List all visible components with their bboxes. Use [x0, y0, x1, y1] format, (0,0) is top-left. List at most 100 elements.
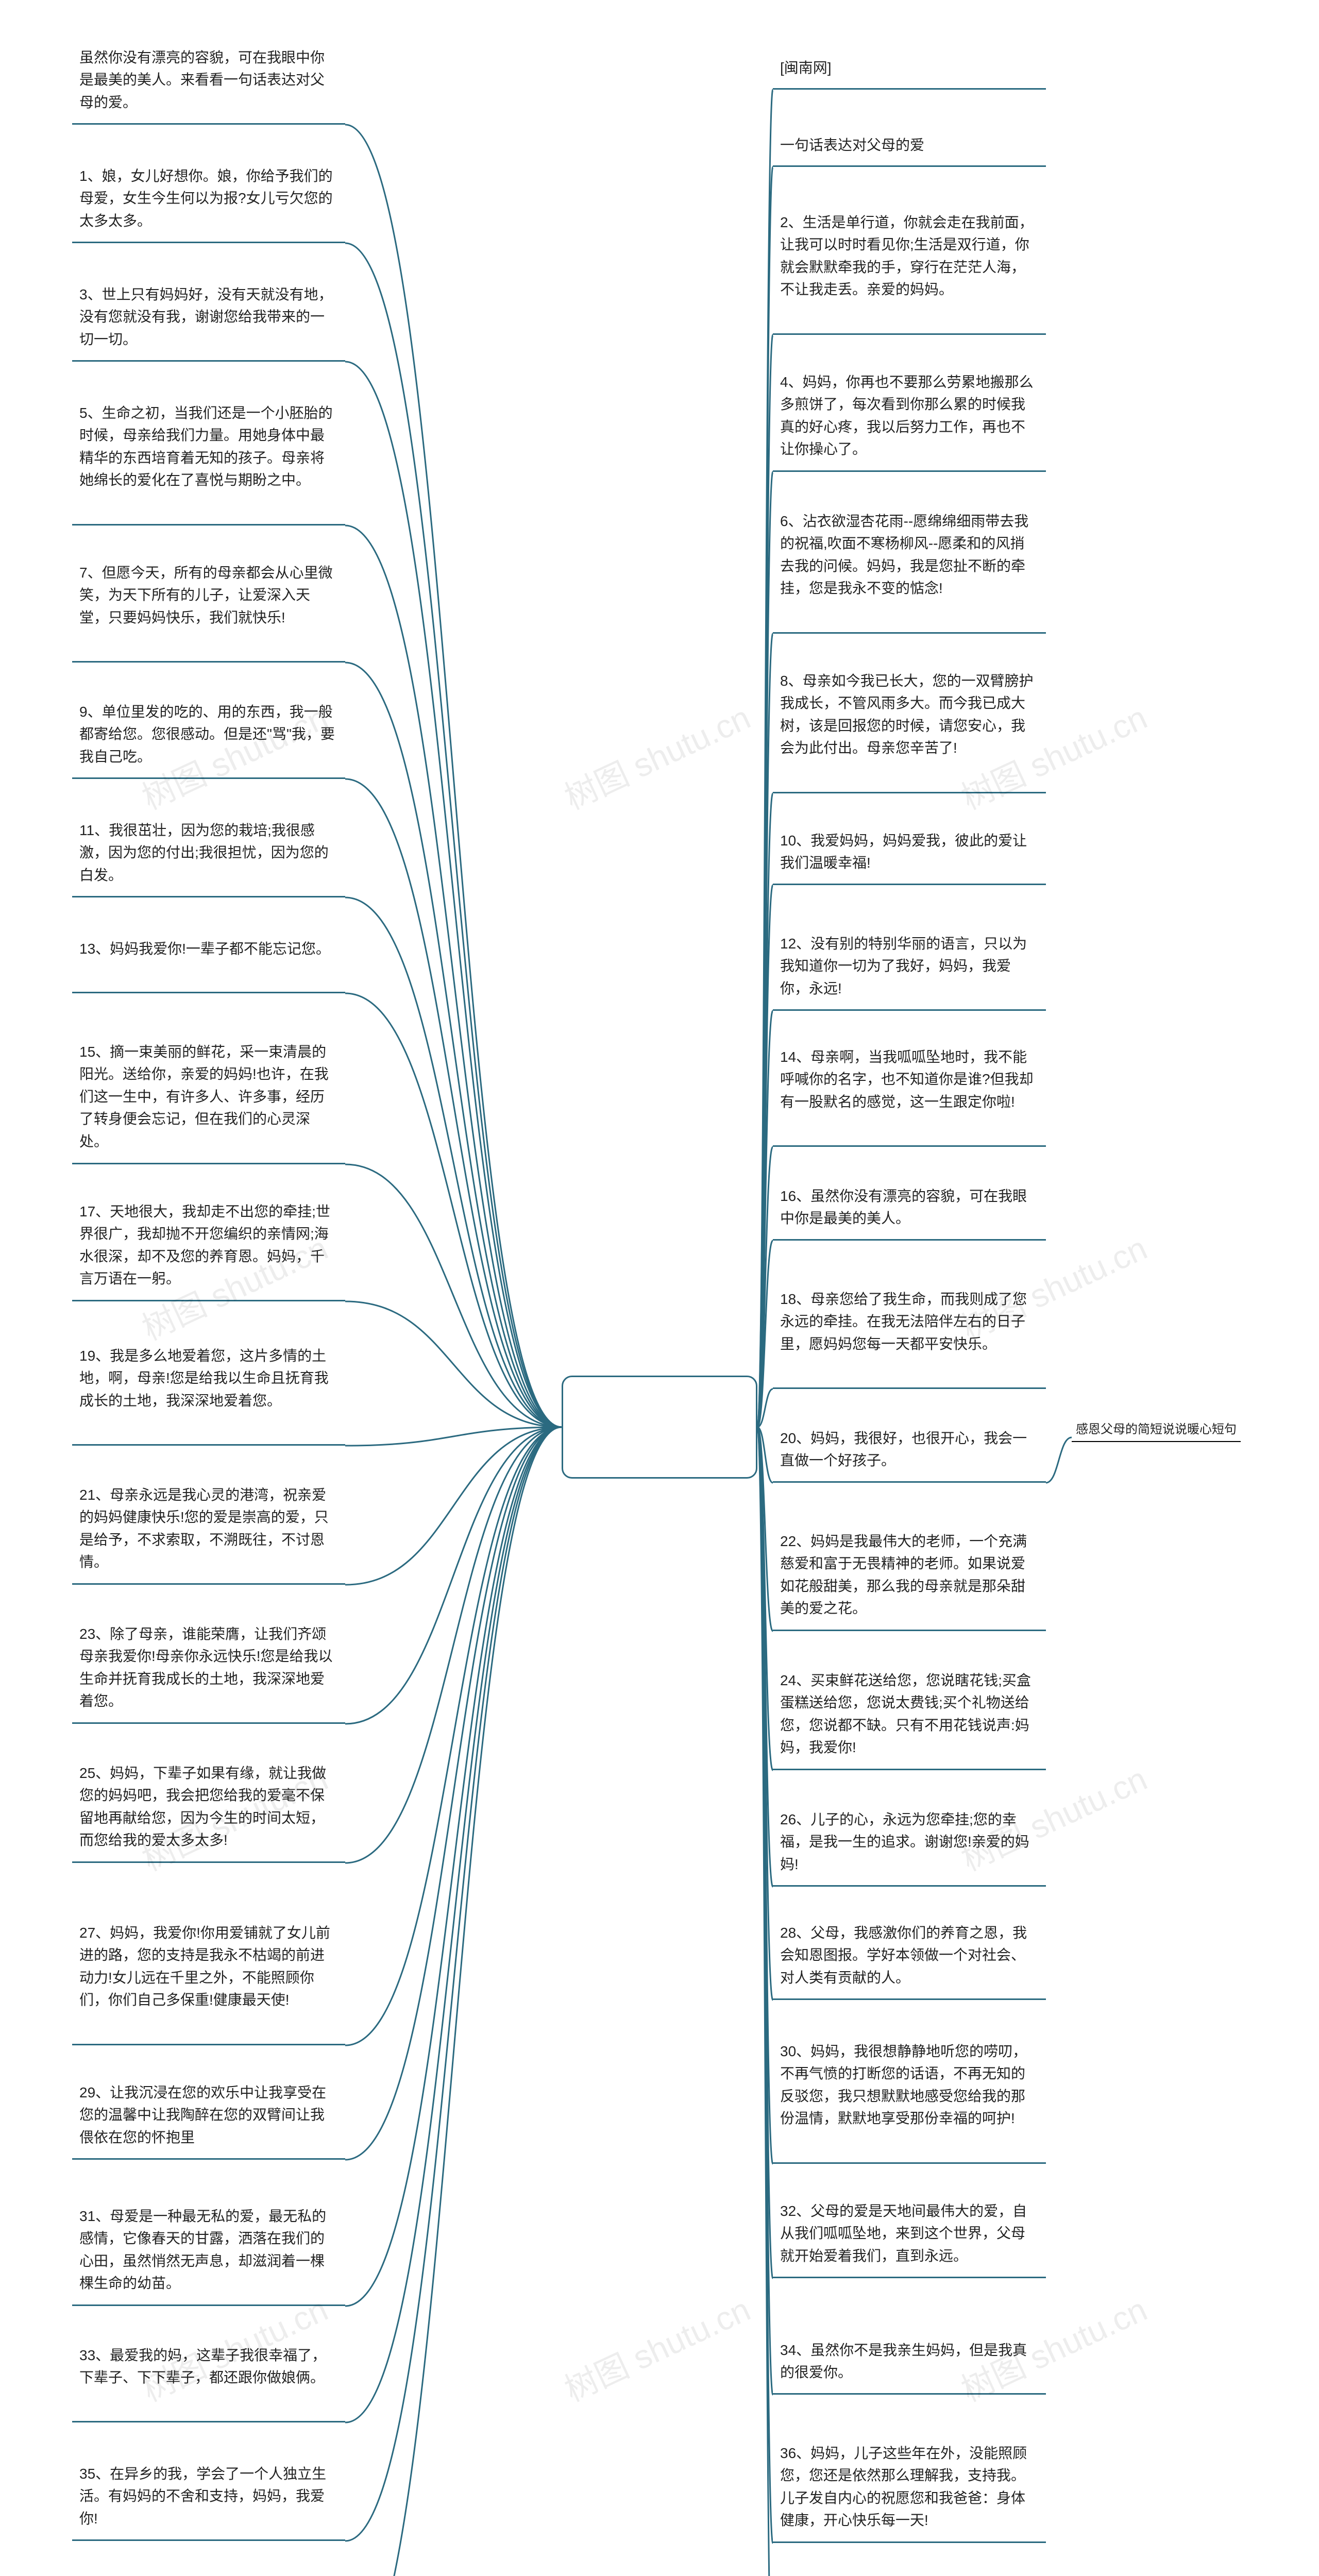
- mindmap-node: 4、妈妈，你再也不要那么劳累地搬那么多煎饼了，每次看到你那么累的时候我真的好心疼…: [773, 366, 1046, 472]
- mindmap-node: 30、妈妈，我很想静静地听您的唠叨，不再气愤的打断您的话语，不再无知的反驳您，我…: [773, 2035, 1046, 2164]
- node-underline: [72, 1722, 345, 1724]
- node-text: 7、但愿今天，所有的母亲都会从心里微笑，为天下所有的儿子，让爱深入天堂，只要妈妈…: [72, 556, 345, 638]
- node-underline: [773, 2162, 1046, 2164]
- node-text: 26、儿子的心，永远为您牵挂;您的幸福，是我一生的追求。谢谢您!亲爱的妈妈!: [773, 1803, 1046, 1885]
- node-underline: [773, 1998, 1046, 2000]
- node-text: 8、母亲如今我已长大，您的一双臂膀护我成长，不管风雨多大。而今我已成大树，该是回…: [773, 665, 1046, 769]
- mindmap-node: 26、儿子的心，永远为您牵挂;您的幸福，是我一生的追求。谢谢您!亲爱的妈妈!: [773, 1803, 1046, 1887]
- mindmap-node: 15、摘一束美丽的鲜花，采一束清晨的阳光。送给你，亲爱的妈妈!也许，在我们这一生…: [72, 1036, 345, 1164]
- mindmap-node: 16、虽然你没有漂亮的容貌，可在我眼中你是最美的美人。: [773, 1180, 1046, 1241]
- mindmap-node: 虽然你没有漂亮的容貌，可在我眼中你是最美的美人。来看看一句话表达对父母的爱。: [72, 41, 345, 125]
- node-underline: [773, 1145, 1046, 1147]
- node-underline: [773, 2277, 1046, 2278]
- mindmap-node: 34、虽然你不是我亲生妈妈，但是我真的很爱你。: [773, 2334, 1046, 2395]
- node-text: [闽南网]: [773, 52, 1046, 88]
- node-underline: [773, 470, 1046, 472]
- node-underline: [72, 896, 345, 897]
- node-text: 6、沾衣欲湿杏花雨--愿绵绵细雨带去我的祝福,吹面不寒杨柳风--愿柔和的风捎去我…: [773, 505, 1046, 609]
- node-underline: [773, 1239, 1046, 1241]
- mindmap-node: 1、娘，女儿好想你。娘，你给予我们的母爱，女生今生何以为报?女儿亏欠您的太多太多…: [72, 160, 345, 243]
- mindmap-node: 6、沾衣欲湿杏花雨--愿绵绵细雨带去我的祝福,吹面不寒杨柳风--愿柔和的风捎去我…: [773, 505, 1046, 634]
- node-text: 36、妈妈，儿子这些年在外，没能照顾您，您还是依然那么理解我，支持我。儿子发自内…: [773, 2437, 1046, 2541]
- node-underline: [72, 2539, 345, 2541]
- node-underline: [773, 88, 1046, 90]
- node-underline: [773, 1009, 1046, 1011]
- mindmap-node: 32、父母的爱是天地间最伟大的爱，自从我们呱呱坠地，来到这个世界，父母就开始爱着…: [773, 2195, 1046, 2278]
- mindmap-node: 22、妈妈是我最伟大的老师，一个充满慈爱和富于无畏精神的老师。如果说爱如花般甜美…: [773, 1525, 1046, 1631]
- mindmap-node: [闽南网]: [773, 52, 1046, 90]
- node-underline: [72, 2158, 345, 2160]
- node-text: 11、我很茁壮，因为您的栽培;我很感激，因为您的付出;我很担忧，因为您的白发。: [72, 814, 345, 895]
- node-text: 4、妈妈，你再也不要那么劳累地搬那么多煎饼了，每次看到你那么累的时候我真的好心疼…: [773, 366, 1046, 470]
- node-text: 24、买束鲜花送给您，您说瞎花钱;买盒蛋糕送给您，您说太费钱;买个礼物送给您，您…: [773, 1664, 1046, 1768]
- node-text: 3、世上只有妈妈好，没有天就没有地，没有您就没有我，谢谢您给我带来的一切一切。: [72, 278, 345, 360]
- mindmap-node: 10、我爱妈妈，妈妈爱我，彼此的爱让我们温暖幸福!: [773, 824, 1046, 885]
- node-underline: [72, 2044, 345, 2045]
- mindmap-node: 13、妈妈我爱你!一辈子都不能忘记您。: [72, 933, 345, 993]
- node-text: 17、天地很大，我却走不出您的牵挂;世界很广，我却抛不开您编织的亲情网;海水很深…: [72, 1195, 345, 1299]
- mindmap-node: 25、妈妈，下辈子如果有缘，就让我做您的妈妈吧，我会把您给我的爱毫不保留地再献给…: [72, 1757, 345, 1863]
- node-underline: [72, 992, 345, 993]
- node-underline: [72, 524, 345, 526]
- mindmap-node: 11、我很茁壮，因为您的栽培;我很感激，因为您的付出;我很担忧，因为您的白发。: [72, 814, 345, 897]
- node-text: 22、妈妈是我最伟大的老师，一个充满慈爱和富于无畏精神的老师。如果说爱如花般甜美…: [773, 1525, 1046, 1629]
- mindmap-node: 33、最爱我的妈，这辈子我很幸福了，下辈子、下下辈子，都还跟你做娘俩。: [72, 2339, 345, 2422]
- node-text: 12、没有别的特别华丽的语言，只以为我知道你一切为了我好，妈妈，我爱你，永远!: [773, 927, 1046, 1009]
- node-text: 18、母亲您给了我生命，而我则成了您永远的牵挂。在我无法陪伴左右的日子里，愿妈妈…: [773, 1283, 1046, 1364]
- node-underline: [72, 1444, 345, 1446]
- mindmap-node: 28、父母，我感激你们的养育之恩，我会知恩图报。学好本领做一个对社会、对人类有贡…: [773, 1917, 1046, 2000]
- node-underline: [773, 165, 1046, 167]
- node-text: 一句话表达对父母的爱: [773, 129, 1046, 165]
- node-underline: [773, 1481, 1046, 1483]
- node-underline: [773, 792, 1046, 793]
- node-text: 25、妈妈，下辈子如果有缘，就让我做您的妈妈吧，我会把您给我的爱毫不保留地再献给…: [72, 1757, 345, 1861]
- node-underline: [72, 1583, 345, 1585]
- node-text: 1、娘，女儿好想你。娘，你给予我们的母爱，女生今生何以为报?女儿亏欠您的太多太多…: [72, 160, 345, 241]
- node-text: 5、生命之初，当我们还是一个小胚胎的时候，母亲给我们力量。用她身体中最精华的东西…: [72, 397, 345, 501]
- node-text: 23、除了母亲，谁能荣膺，让我们齐颂母亲我爱你!母亲你永远快乐!您是给我以生命并…: [72, 1618, 345, 1722]
- mindmap-node: 19、我是多么地爱着您，这片多情的土地，啊，母亲!您是给我以生命且抚育我成长的土…: [72, 1340, 345, 1446]
- node-text: 19、我是多么地爱着您，这片多情的土地，啊，母亲!您是给我以生命且抚育我成长的土…: [72, 1340, 345, 1421]
- mindmap-node: 5、生命之初，当我们还是一个小胚胎的时候，母亲给我们力量。用她身体中最精华的东西…: [72, 397, 345, 526]
- node-text: 27、妈妈，我爱你!你用爱铺就了女儿前进的路，您的支持是我永不枯竭的前进动力!女…: [72, 1917, 345, 2021]
- node-underline: [72, 123, 345, 125]
- node-text: 33、最爱我的妈，这辈子我很幸福了，下辈子、下下辈子，都还跟你做娘俩。: [72, 2339, 345, 2398]
- node-underline: [773, 333, 1046, 335]
- node-underline: [72, 1861, 345, 1863]
- mindmap-node: 20、妈妈，我很好，也很开心，我会一直做一个好孩子。: [773, 1422, 1046, 1483]
- node-underline: [773, 1630, 1046, 1631]
- mindmap-node: 36、妈妈，儿子这些年在外，没能照顾您，您还是依然那么理解我，支持我。儿子发自内…: [773, 2437, 1046, 2543]
- node-underline: [773, 1885, 1046, 1887]
- node-underline: [773, 2393, 1046, 2395]
- mindmap-node: 17、天地很大，我却走不出您的牵挂;世界很广，我却抛不开您编织的亲情网;海水很深…: [72, 1195, 345, 1301]
- mindmap-node: 31、母爱是一种最无私的爱，最无私的感情，它像春天的甘露，洒落在我们的心田，虽然…: [72, 2200, 345, 2306]
- mindmap-node: 9、单位里发的吃的、用的东西，我一般都寄给您。您很感动。但是还"骂"我，要我自己…: [72, 696, 345, 779]
- node-underline: [72, 661, 345, 663]
- node-text: 20、妈妈，我很好，也很开心，我会一直做一个好孩子。: [773, 1422, 1046, 1481]
- node-text: 32、父母的爱是天地间最伟大的爱，自从我们呱呱坠地，来到这个世界，父母就开始爱着…: [773, 2195, 1046, 2276]
- node-underline: [72, 1163, 345, 1164]
- node-underline: [72, 777, 345, 779]
- node-underline: [72, 1300, 345, 1301]
- node-text: 35、在异乡的我，学会了一个人独立生活。有妈妈的不舍和支持，妈妈，我爱你!: [72, 2458, 345, 2539]
- node-text: 28、父母，我感激你们的养育之恩，我会知恩图报。学好本领做一个对社会、对人类有贡…: [773, 1917, 1046, 1998]
- node-underline: [773, 1387, 1046, 1389]
- mindmap-node: 12、没有别的特别华丽的语言，只以为我知道你一切为了我好，妈妈，我爱你，永远!: [773, 927, 1046, 1011]
- node-text: 30、妈妈，我很想静静地听您的唠叨，不再气愤的打断您的话语，不再无知的反驳您，我…: [773, 2035, 1046, 2139]
- mindmap-node: 29、让我沉浸在您的欢乐中让我享受在您的温馨中让我陶醉在您的双臂间让我偎依在您的…: [72, 2076, 345, 2160]
- node-text: 2、生活是单行道，你就会走在我前面，让我可以时时看见你;生活是双行道，你就会默默…: [773, 206, 1046, 310]
- node-text: 14、母亲啊，当我呱呱坠地时，我不能呼喊你的名字，也不知道你是谁?但我却有一股默…: [773, 1041, 1046, 1122]
- node-underline: [72, 2304, 345, 2306]
- mindmap-node: 一句话表达对父母的爱: [773, 129, 1046, 167]
- node-text: 虽然你没有漂亮的容貌，可在我眼中你是最美的美人。来看看一句话表达对父母的爱。: [72, 41, 345, 123]
- node-text: 34、虽然你不是我亲生妈妈，但是我真的很爱你。: [773, 2334, 1046, 2393]
- node-underline: [773, 884, 1046, 885]
- mindmap-node: 27、妈妈，我爱你!你用爱铺就了女儿前进的路，您的支持是我永不枯竭的前进动力!女…: [72, 1917, 345, 2045]
- node-underline: [773, 1769, 1046, 1770]
- mindmap-node: 21、母亲永远是我心灵的港湾，祝亲爱的妈妈健康快乐!您的爱是崇高的爱，只是给予，…: [72, 1479, 345, 1585]
- node-text: 9、单位里发的吃的、用的东西，我一般都寄给您。您很感动。但是还"骂"我，要我自己…: [72, 696, 345, 777]
- node-text: 21、母亲永远是我心灵的港湾，祝亲爱的妈妈健康快乐!您的爱是崇高的爱，只是给予，…: [72, 1479, 345, 1583]
- mindmap-node: 2、生活是单行道，你就会走在我前面，让我可以时时看见你;生活是双行道，你就会默默…: [773, 206, 1046, 335]
- mindmap-node: 24、买束鲜花送给您，您说瞎花钱;买盒蛋糕送给您，您说太费钱;买个礼物送给您，您…: [773, 1664, 1046, 1770]
- mindmap-node: 3、世上只有妈妈好，没有天就没有地，没有您就没有我，谢谢您给我带来的一切一切。: [72, 278, 345, 362]
